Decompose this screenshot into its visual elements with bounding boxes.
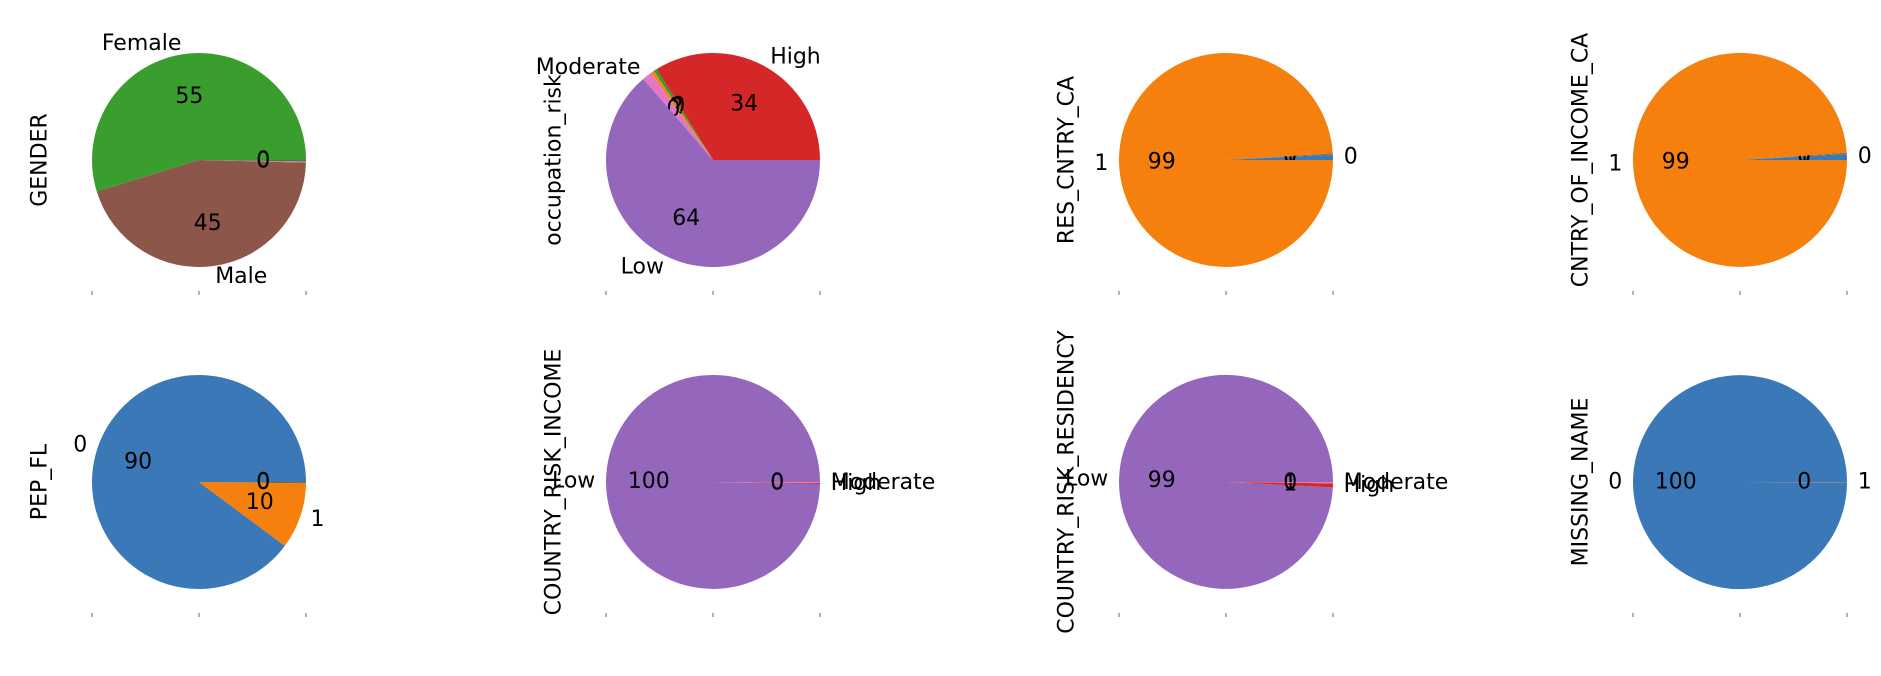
slice-category-label: Male — [215, 264, 267, 289]
slice-category-label: 1 — [1858, 470, 1872, 495]
slice-percent-label: 0 — [256, 149, 270, 174]
slice-category-label: Low — [1065, 467, 1108, 492]
axis-ylabel: COUNTRY_RISK_INCOME — [542, 349, 567, 616]
slice-category-label: Moderate — [1344, 470, 1449, 495]
slice-percent-label: 55 — [175, 84, 203, 109]
slice-percent-label: 100 — [628, 469, 670, 494]
slice-percent-label: 64 — [672, 206, 700, 231]
slice-percent-label: 0 — [1797, 470, 1811, 495]
pie-chart: 100 0 0 1 MISSING_NAME — [1569, 375, 1872, 617]
slice-percent-label: 0 — [770, 470, 784, 495]
slice-category-label: 1 — [311, 507, 325, 532]
axis-ylabel: MISSING_NAME — [1569, 398, 1594, 567]
slice-percent-label: 0 — [1283, 470, 1297, 495]
pie-slice — [1740, 153, 1847, 160]
pie-chart: 99 Low 1 High 0 Moderate COUNTRY_RISK_RESIDENC… — [1055, 330, 1449, 634]
slice-percent-label: 34 — [730, 91, 758, 116]
pie-slice — [1226, 482, 1333, 488]
pie-slice — [199, 482, 307, 483]
axis-ylabel: occupation_risk — [542, 74, 567, 246]
slice-category-label: 0 — [1608, 469, 1622, 494]
slice-category-label: 0 — [1344, 145, 1358, 170]
pie-slice — [713, 482, 820, 485]
slice-category-label: Low — [621, 255, 664, 280]
pie-slice — [91, 375, 307, 590]
pie-slice — [653, 69, 713, 160]
axis-ylabel: COUNTRY_RISK_RESIDENCY — [1055, 330, 1080, 634]
slice-category-label: Moderate — [536, 55, 641, 80]
pie-slice — [606, 374, 821, 589]
slice-category-label: 0 — [1858, 144, 1872, 169]
axis-ylabel: GENDER — [28, 113, 53, 207]
pie-slice — [1226, 153, 1333, 160]
slice-percent-label: 90 — [124, 449, 152, 474]
pie-slice — [1119, 52, 1333, 267]
slice-percent-label: 0 — [256, 470, 270, 495]
pie-slice — [1633, 375, 1847, 590]
slice-percent-label: 10 — [246, 490, 274, 515]
slice-percent-label: 0 — [256, 470, 270, 495]
pie-slice — [1226, 154, 1333, 160]
pie-slice — [651, 70, 713, 160]
slice-category-label: 1 — [1608, 152, 1622, 177]
slice-category-label: High — [831, 471, 882, 496]
pie-slice — [1118, 374, 1333, 589]
slice-percent-label: 99 — [1148, 468, 1176, 493]
axis-ylabel: PEP_FL — [28, 443, 53, 520]
slice-percent-label: 99 — [1148, 150, 1176, 175]
slice-category-label: 0 — [73, 433, 87, 458]
slice-percent-label: 99 — [1662, 150, 1690, 175]
pie-slice — [656, 52, 820, 161]
axis-ylabel: CNTRY_OF_INCOME_CA — [1569, 33, 1594, 287]
slice-percent-label: 0 — [770, 470, 784, 495]
pie-slice — [1740, 153, 1847, 160]
pie-slice — [96, 160, 306, 268]
slice-percent-label: 100 — [1655, 469, 1697, 494]
slice-category-label: High — [770, 45, 821, 70]
slice-percent-label: 1 — [1283, 472, 1297, 497]
pie-slice — [199, 482, 306, 484]
slice-category-label: Female — [102, 31, 182, 56]
pie-slice — [1226, 482, 1333, 484]
axis-ylabel: RES_CNTRY_CA — [1055, 76, 1080, 244]
slice-percent-label: 0 — [256, 148, 270, 173]
pie-slice — [199, 160, 306, 163]
pie-slice — [1632, 52, 1847, 267]
pie-slice — [1226, 153, 1333, 160]
slice-percent-label: 45 — [194, 211, 222, 236]
pie-slice — [1740, 152, 1847, 160]
slice-category-label: Low — [552, 468, 595, 493]
pie-slice — [643, 72, 713, 160]
pie-slice — [606, 78, 820, 268]
slice-category-label: Moderate — [831, 470, 936, 495]
pie-slice — [713, 482, 821, 484]
slice-category-label: High — [1344, 473, 1395, 498]
pie-slice — [199, 160, 306, 162]
pie-slice — [199, 482, 306, 546]
slice-category-label: 1 — [1094, 151, 1108, 176]
pie-slice — [91, 53, 306, 192]
